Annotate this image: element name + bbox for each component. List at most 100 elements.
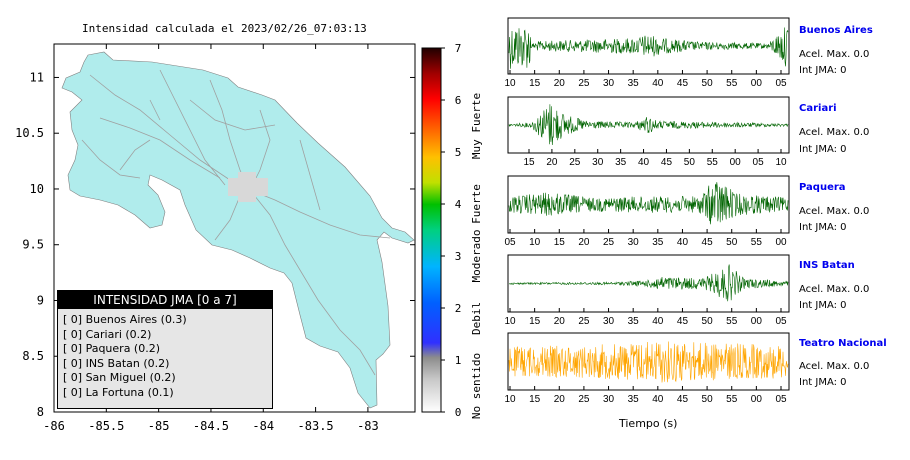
costa-rica-land	[61, 51, 415, 409]
waveform-tick-label: 40	[652, 316, 664, 327]
waveform-tick-label: 50	[684, 157, 696, 168]
waveform-tick-label: 35	[628, 78, 640, 89]
map-y-tick-label: 8	[37, 405, 44, 419]
waveform-panel: 15 20 25 30 35 40 45 50 55 00 05 10	[507, 96, 790, 168]
map-y-tick-label: 10	[30, 182, 44, 196]
colorbar-gradient	[421, 47, 442, 413]
waveform-tick-label: 15	[554, 237, 566, 248]
station-acel-ins-batan: Acel. Max. 0.0	[799, 284, 870, 295]
waveform-tick-label: 55	[726, 78, 738, 89]
map-title: Intensidad calculada el 2023/02/26_07:03…	[82, 22, 367, 35]
waveform-tick-label: 25	[603, 237, 615, 248]
waveform-trace	[508, 27, 789, 69]
waveform-x-label: Tiempo (s)	[619, 417, 678, 430]
waveform-tick-label: 25	[569, 157, 581, 168]
waveform-tick-label: 10	[504, 316, 516, 327]
waveform-tick-label: 45	[661, 157, 673, 168]
station-name-teatro-nacional: Teatro Nacional	[799, 338, 887, 349]
waveform-tick-label: 00	[751, 394, 763, 405]
waveform-tick-label: 45	[677, 78, 689, 89]
colorbar-level-label: Moderado	[470, 230, 483, 283]
map-x-tick-label: -84.5	[193, 419, 229, 433]
colorbar-level-label: Debil	[470, 302, 483, 335]
waveform-tick-label: 10	[504, 394, 516, 405]
waveform-trace	[508, 341, 789, 383]
legend-rows: [ 0] Buenos Aires (0.3) [ 0] Cariari (0.…	[58, 309, 272, 401]
waveform-tick-label: 45	[677, 394, 689, 405]
map-x-tick-label: -84	[252, 419, 274, 433]
legend-row: [ 0] La Fortuna (0.1)	[63, 385, 174, 399]
station-acel-teatro-nacional: Acel. Max. 0.0	[799, 361, 870, 372]
waveform-frame	[507, 254, 790, 313]
colorbar-tick-label: 2	[455, 302, 462, 315]
colorbar-tick-label: 5	[455, 146, 462, 159]
waveform-tick-label: 30	[603, 316, 615, 327]
waveform-tick-label: 15	[529, 78, 541, 89]
waveform-tick-label: 20	[546, 157, 558, 168]
legend-row: [ 0] INS Batan (0.2)	[63, 356, 170, 370]
waveform-panel: 05 10 15 20 25 30 35 40 45 50 55 00	[504, 175, 790, 248]
station-acel-paquera: Acel. Max. 0.0	[799, 206, 870, 217]
waveform-tick-label: 20	[554, 78, 566, 89]
waveform-tick-label: 30	[603, 78, 615, 89]
station-name-buenos-aires: Buenos Aires	[799, 25, 873, 36]
waveform-tick-label: 45	[702, 237, 714, 248]
waveform-tick-label: 30	[603, 394, 615, 405]
legend-row: [ 0] Buenos Aires (0.3)	[63, 313, 187, 326]
waveform-tick-label: 55	[726, 394, 738, 405]
waveform-tick-label: 25	[578, 316, 590, 327]
waveform-tick-label: 00	[775, 237, 787, 248]
waveform-tick-label: 35	[628, 316, 640, 327]
waveform-panel: 10 15 20 25 30 35 40 45 50 55 00 05	[504, 17, 790, 89]
waveform-tick-label: 00	[730, 157, 742, 168]
waveform-tick-label: 20	[554, 316, 566, 327]
intensity-legend: INTENSIDAD JMA [0 a 7] [ 0] Buenos Aires…	[57, 290, 273, 409]
waveform-tick-label: 05	[775, 316, 787, 327]
station-name-cariari: Cariari	[799, 103, 837, 114]
waveform-tick-label: 50	[702, 394, 714, 405]
map-x-tick-label: -83	[357, 419, 379, 433]
intensity-colorbar: 0 1 2 3 4 5 6 7 No sentido Debil Moderado Fuerte Mu…	[421, 42, 483, 419]
station-acel-cariari: Acel. Max. 0.0	[799, 127, 870, 138]
waveform-trace	[508, 264, 789, 302]
waveform-tick-label: 10	[529, 237, 541, 248]
station-int-paquera: Int JMA: 0	[799, 222, 847, 233]
waveform-tick-label: 45	[677, 316, 689, 327]
map-x-tick-label: -86	[43, 419, 65, 433]
station-acel-buenos-aires: Acel. Max. 0.0	[799, 49, 870, 60]
waveform-tick-label: 00	[751, 316, 763, 327]
map-x-axis: -86 -85.5 -85 -84.5 -84 -83.5 -83	[43, 44, 379, 433]
map-x-tick-label: -85	[148, 419, 170, 433]
waveform-tick-label: 05	[504, 237, 516, 248]
waveform-tick-label: 35	[615, 157, 627, 168]
map-x-tick-label: -85.5	[88, 419, 124, 433]
waveform-tick-label: 25	[578, 394, 590, 405]
waveform-tick-label: 10	[775, 157, 787, 168]
waveform-tick-label: 50	[702, 78, 714, 89]
station-int-cariari: Int JMA: 0	[799, 144, 847, 155]
waveform-tick-label: 40	[652, 394, 664, 405]
colorbar-tick-label: 1	[455, 354, 462, 367]
waveform-tick-label: 20	[578, 237, 590, 248]
waveform-tick-label: 15	[523, 157, 535, 168]
legend-row: [ 0] Paquera (0.2)	[63, 342, 161, 356]
waveform-trace	[508, 104, 789, 146]
map-y-tick-label: 10.5	[15, 126, 44, 140]
legend-row: [ 0] Cariari (0.2)	[63, 327, 152, 341]
colorbar-tick-label: 7	[455, 42, 462, 55]
station-int-teatro-nacional: Int JMA: 0	[799, 377, 847, 388]
colorbar-tick-label: 4	[455, 198, 462, 211]
waveform-tick-label: 30	[592, 157, 604, 168]
map-y-tick-label: 9.5	[22, 238, 44, 252]
waveform-tick-label: 15	[529, 316, 541, 327]
legend-header: INTENSIDAD JMA [0 a 7]	[58, 291, 272, 309]
waveform-tick-label: 05	[775, 78, 787, 89]
waveform-tick-label: 50	[726, 237, 738, 248]
colorbar-ticks: 0 1 2 3 4 5 6 7	[441, 42, 462, 419]
waveform-panels: 10 15 20 25 30 35 40 45 50 55 00 05 15 20 25 30 35 40 45 50…	[504, 17, 790, 405]
legend-row: [ 0] San Miguel (0.2)	[63, 371, 176, 385]
waveform-tick-label: 55	[707, 157, 719, 168]
waveform-trace	[508, 182, 789, 225]
waveform-panel: 10 15 20 25 30 35 40 45 50 55 00 05	[504, 254, 790, 327]
waveform-tick-label: 05	[753, 157, 765, 168]
